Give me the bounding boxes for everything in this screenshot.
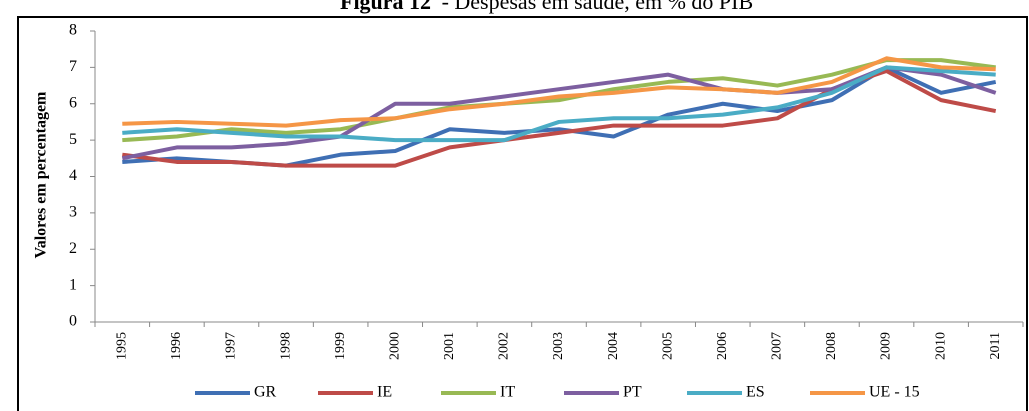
x-tick-label: 2002 [497,332,512,360]
y-tick-label: 7 [69,58,77,75]
y-axis-label: Valores em percentagem [33,91,50,258]
x-tick-label: 1997 [224,332,239,360]
x-tick-label: 1999 [333,332,348,360]
x-tick-label: 2011 [988,332,1003,359]
title-text: - Despesas em saúde, em % do PIB [442,0,754,14]
legend-label: UE - 15 [869,384,920,401]
series-line [122,56,996,128]
legend-label: PT [623,384,642,401]
x-tick-label: 2007 [770,332,785,360]
x-tick-label: 1998 [278,332,293,360]
series-line [121,65,997,161]
legend-label: IE [377,384,392,401]
y-tick-label: 6 [69,94,77,111]
x-tick-label: 2010 [933,332,948,360]
x-tick-label: 2003 [551,332,566,360]
legend-label: IT [500,384,515,401]
x-tick-label: 2006 [715,332,730,360]
legend-label: GR [254,384,277,401]
series-line [122,58,996,143]
x-tick-label: 1995 [115,332,130,360]
y-tick-label: 8 [69,22,77,39]
legend-label: ES [746,384,765,401]
x-tick-label: 2005 [660,332,675,360]
y-tick-label: 4 [69,167,77,184]
y-tick-label: 2 [69,240,77,257]
x-tick-label: 2001 [442,332,457,360]
y-tick-label: 1 [69,276,77,293]
series-line [122,65,996,143]
chart-title: Figura 12 - Despesas em saúde, em % do P… [340,0,753,14]
x-tick-label: 2004 [606,332,621,360]
title-label: Figura 12 [340,0,431,14]
x-tick-label: 2009 [879,332,894,360]
x-tick-label: 1996 [169,332,184,360]
x-tick-label: 2008 [824,332,839,360]
x-tick-label: 2000 [387,332,402,360]
y-tick-label: 5 [69,131,77,148]
y-tick-label: 0 [69,313,77,330]
y-tick-label: 3 [69,204,77,221]
